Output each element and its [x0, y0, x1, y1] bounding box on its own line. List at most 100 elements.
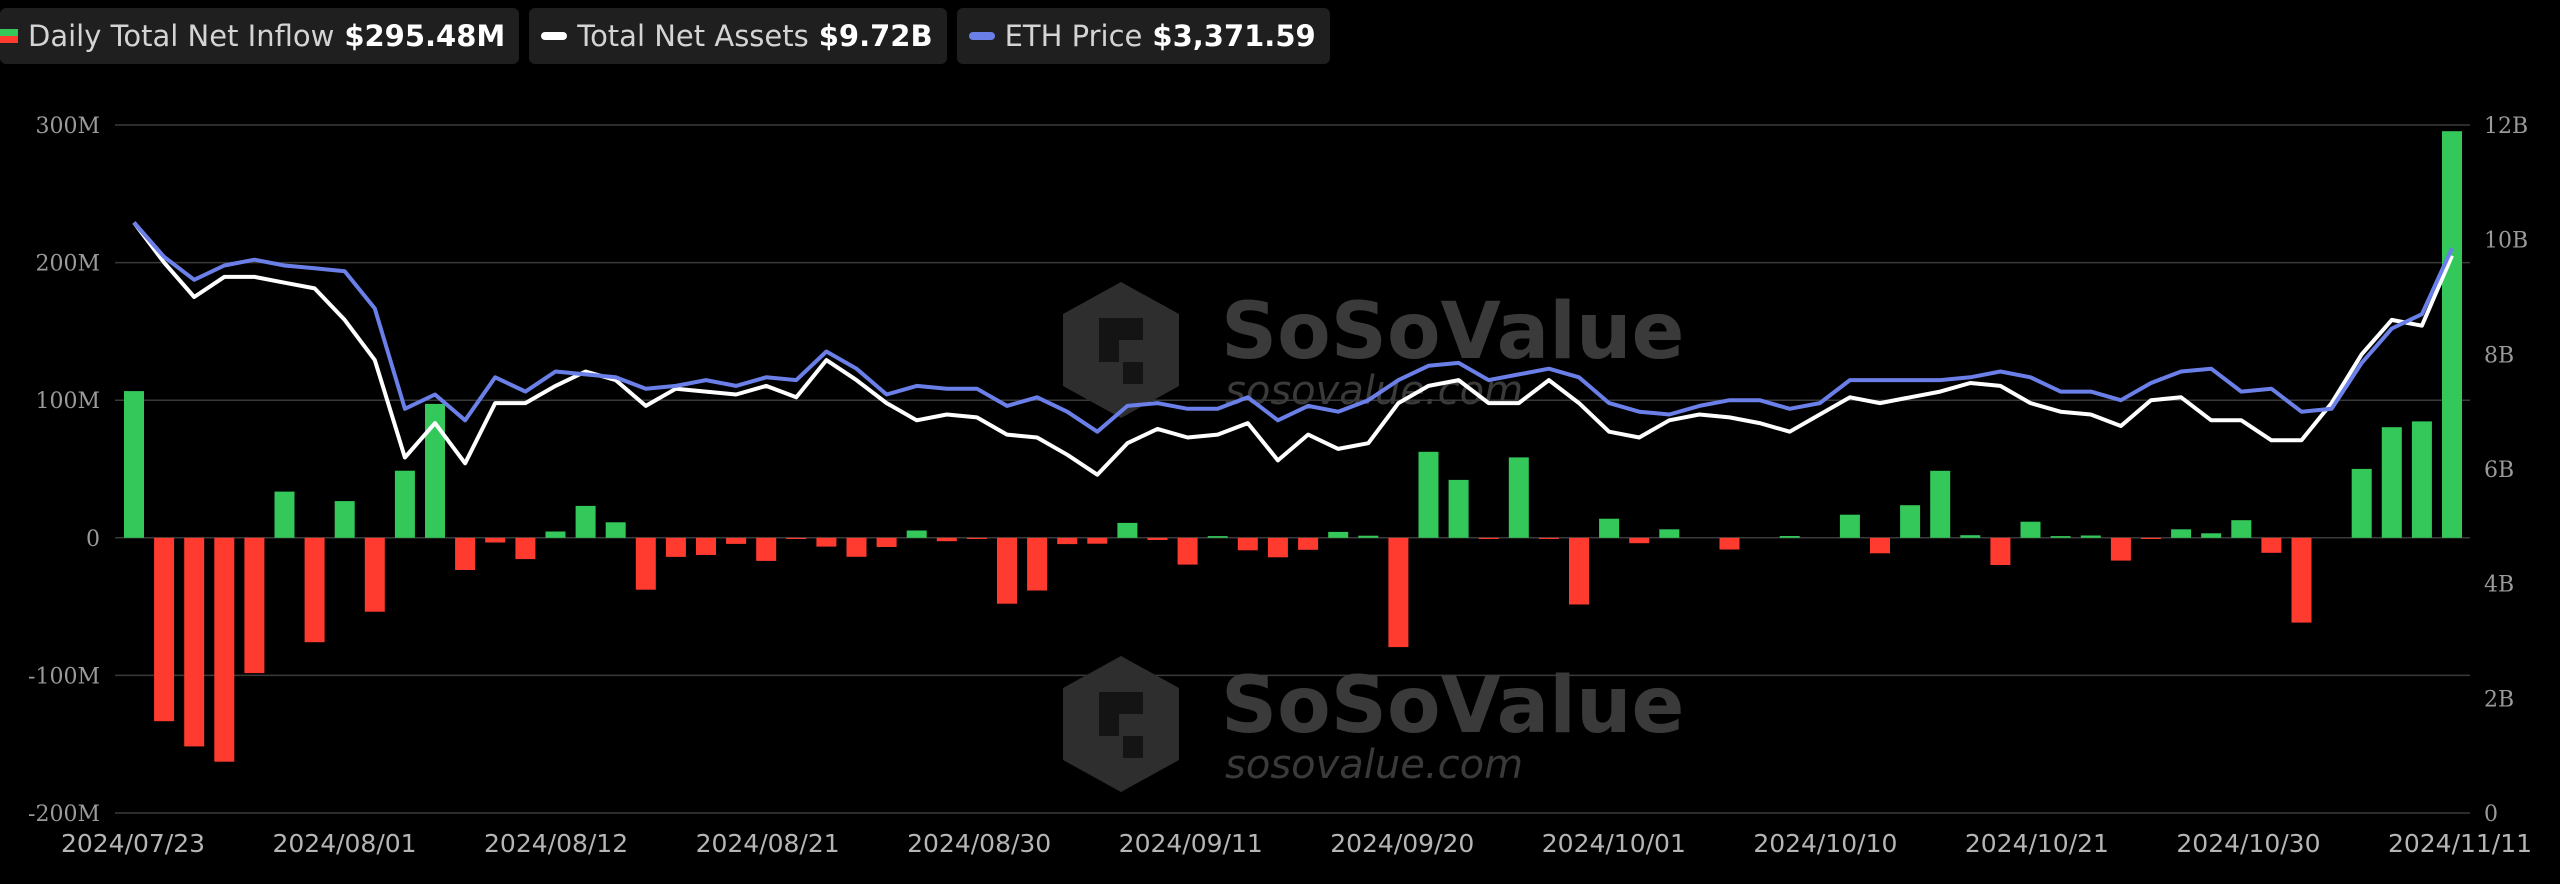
y-axis-left: 300M 200M 100M 0 -100M -200M [28, 114, 100, 827]
inflow-bar[interactable] [1900, 505, 1921, 538]
y-left-tick-label: 300M [35, 114, 100, 139]
inflow-bar[interactable] [665, 537, 686, 557]
inflow-bar[interactable] [936, 537, 957, 542]
legend-item-eth-price[interactable]: ETH Price $3,371.59 [956, 8, 1330, 64]
inflow-bar[interactable] [1719, 537, 1740, 550]
inflow-bar[interactable] [304, 537, 325, 643]
inflow-bar[interactable] [2171, 529, 2192, 538]
y-right-tick-label: 0 [2484, 802, 2498, 827]
inflow-bar[interactable] [2110, 537, 2131, 561]
inflow-bar[interactable] [2261, 537, 2282, 553]
y-axis-right: 12B 10B 8B 6B 4B 2B 0 [2484, 114, 2528, 827]
inflow-bar[interactable] [425, 403, 445, 538]
inflow-bar[interactable] [2050, 536, 2071, 538]
watermark-logo-icon [1063, 282, 1179, 418]
inflow-bar[interactable] [1358, 535, 1379, 538]
inflow-bar[interactable] [997, 537, 1017, 604]
inflow-bar[interactable] [2020, 521, 2041, 538]
inflow-bar[interactable] [485, 537, 506, 543]
inflow-bar[interactable] [1328, 531, 1349, 538]
inflow-bar[interactable] [726, 537, 747, 544]
inflow-bar[interactable] [1870, 537, 1890, 554]
x-tick-label: 2024/08/12 [484, 829, 628, 858]
inflow-bar[interactable] [605, 522, 626, 538]
x-tick-label: 2024/07/23 [61, 829, 205, 858]
inflow-bar[interactable] [1448, 479, 1469, 538]
inflow-bar[interactable] [1508, 457, 1529, 538]
bar-series-daily-net-inflow [124, 131, 2462, 762]
inflow-bar[interactable] [1839, 514, 1860, 538]
inflow-bar[interactable] [906, 530, 927, 538]
inflow-bar[interactable] [575, 505, 596, 538]
x-tick-label: 2024/10/30 [2176, 829, 2320, 858]
inflow-bar[interactable] [124, 391, 144, 538]
inflow-bar[interactable] [1599, 518, 1620, 538]
inflow-bar[interactable] [1147, 537, 1168, 540]
inflow-bar[interactable] [696, 537, 716, 555]
legend-label-price: ETH Price [1004, 19, 1143, 53]
inflow-bar[interactable] [1027, 537, 1048, 591]
x-tick-label: 2024/10/21 [1965, 829, 2109, 858]
inflow-bar[interactable] [846, 537, 867, 557]
inflow-bar[interactable] [154, 537, 175, 722]
inflow-bar[interactable] [184, 537, 205, 747]
inflow-bar[interactable] [816, 537, 837, 547]
inflow-bar[interactable] [1388, 537, 1409, 648]
legend-item-total-net-assets[interactable]: Total Net Assets $9.72B [529, 8, 947, 64]
inflow-bar[interactable] [2442, 131, 2462, 538]
inflow-bar[interactable] [394, 470, 415, 538]
inflow-bar[interactable] [2291, 537, 2312, 623]
watermark-logo-icon [1063, 656, 1179, 792]
legend-value-price: $3,371.59 [1152, 19, 1316, 53]
inflow-bar[interactable] [1990, 537, 2011, 565]
inflow-bar[interactable] [1930, 470, 1951, 538]
inflow-bar[interactable] [1087, 537, 1108, 544]
inflow-bar[interactable] [2381, 427, 2402, 538]
inflow-bar[interactable] [274, 491, 295, 538]
inflow-bar[interactable] [2141, 537, 2161, 539]
inflow-bar[interactable] [1057, 537, 1078, 545]
inflow-bar[interactable] [244, 537, 265, 674]
inflow-bar[interactable] [1629, 537, 1650, 544]
inflow-bar[interactable] [2411, 421, 2432, 538]
inflow-bar[interactable] [515, 537, 536, 560]
x-tick-label: 2024/10/10 [1753, 829, 1897, 858]
inflow-bar[interactable] [1659, 529, 1680, 538]
inflow-bar[interactable] [455, 537, 476, 570]
inflow-bar[interactable] [635, 537, 656, 590]
inflow-bar[interactable] [214, 537, 235, 762]
inflow-bar[interactable] [1207, 536, 1228, 538]
inflow-bar[interactable] [2201, 533, 2222, 538]
inflow-bar[interactable] [876, 537, 897, 547]
inflow-bar[interactable] [756, 537, 777, 561]
y-left-tick-label: 0 [86, 527, 100, 552]
inflow-bar[interactable] [1267, 537, 1288, 558]
inflow-bar[interactable] [1177, 537, 1198, 565]
y-right-tick-label: 10B [2484, 229, 2528, 254]
inflow-bar[interactable] [334, 501, 355, 538]
inflow-bar[interactable] [1298, 537, 1319, 550]
inflow-bar[interactable] [545, 531, 566, 538]
inflow-bar[interactable] [1478, 537, 1499, 539]
inflow-bar[interactable] [1569, 537, 1589, 605]
inflow-bar[interactable] [2080, 535, 2101, 538]
inflow-bar[interactable] [1237, 537, 1258, 551]
bar-swatch-icon [0, 29, 18, 43]
inflow-bar[interactable] [1779, 536, 1800, 538]
inflow-bar[interactable] [364, 537, 385, 612]
inflow-bar[interactable] [1960, 535, 1981, 538]
inflow-bar[interactable] [2351, 468, 2372, 538]
inflow-bar[interactable] [1538, 537, 1559, 539]
inflow-bar[interactable] [2231, 520, 2252, 538]
line-series-eth-price [132, 221, 2454, 434]
y-right-tick-label: 12B [2484, 114, 2528, 139]
watermarks: SoSoValue sosovalue.com SoSoValue sosova… [1063, 282, 1684, 792]
inflow-bar[interactable] [966, 537, 987, 539]
legend-value-assets: $9.72B [818, 19, 933, 53]
inflow-bar[interactable] [1418, 451, 1439, 538]
legend-item-daily-net-inflow[interactable]: Daily Total Net Inflow $295.48M [0, 8, 520, 64]
inflow-bar[interactable] [1117, 522, 1138, 538]
legend-value-inflow: $295.48M [344, 19, 506, 53]
inflow-bar[interactable] [786, 537, 807, 539]
x-tick-label: 2024/08/21 [696, 829, 840, 858]
